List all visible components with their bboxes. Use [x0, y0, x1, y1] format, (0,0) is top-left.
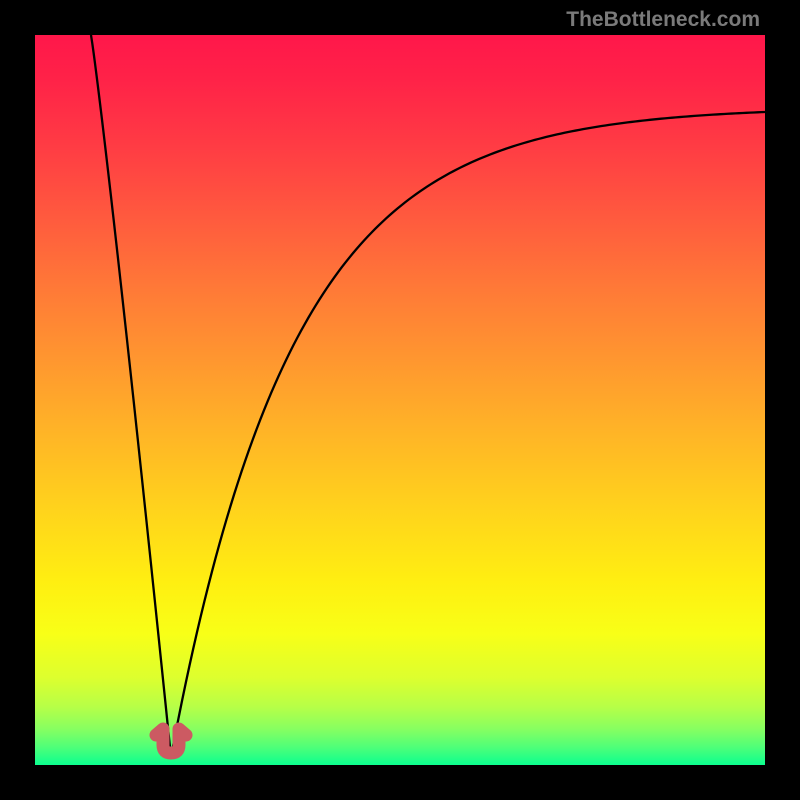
- watermark-text: TheBottleneck.com: [566, 8, 760, 32]
- gradient-background: [35, 35, 765, 765]
- bottleneck-chart: [35, 35, 765, 765]
- chart-svg: [35, 35, 765, 765]
